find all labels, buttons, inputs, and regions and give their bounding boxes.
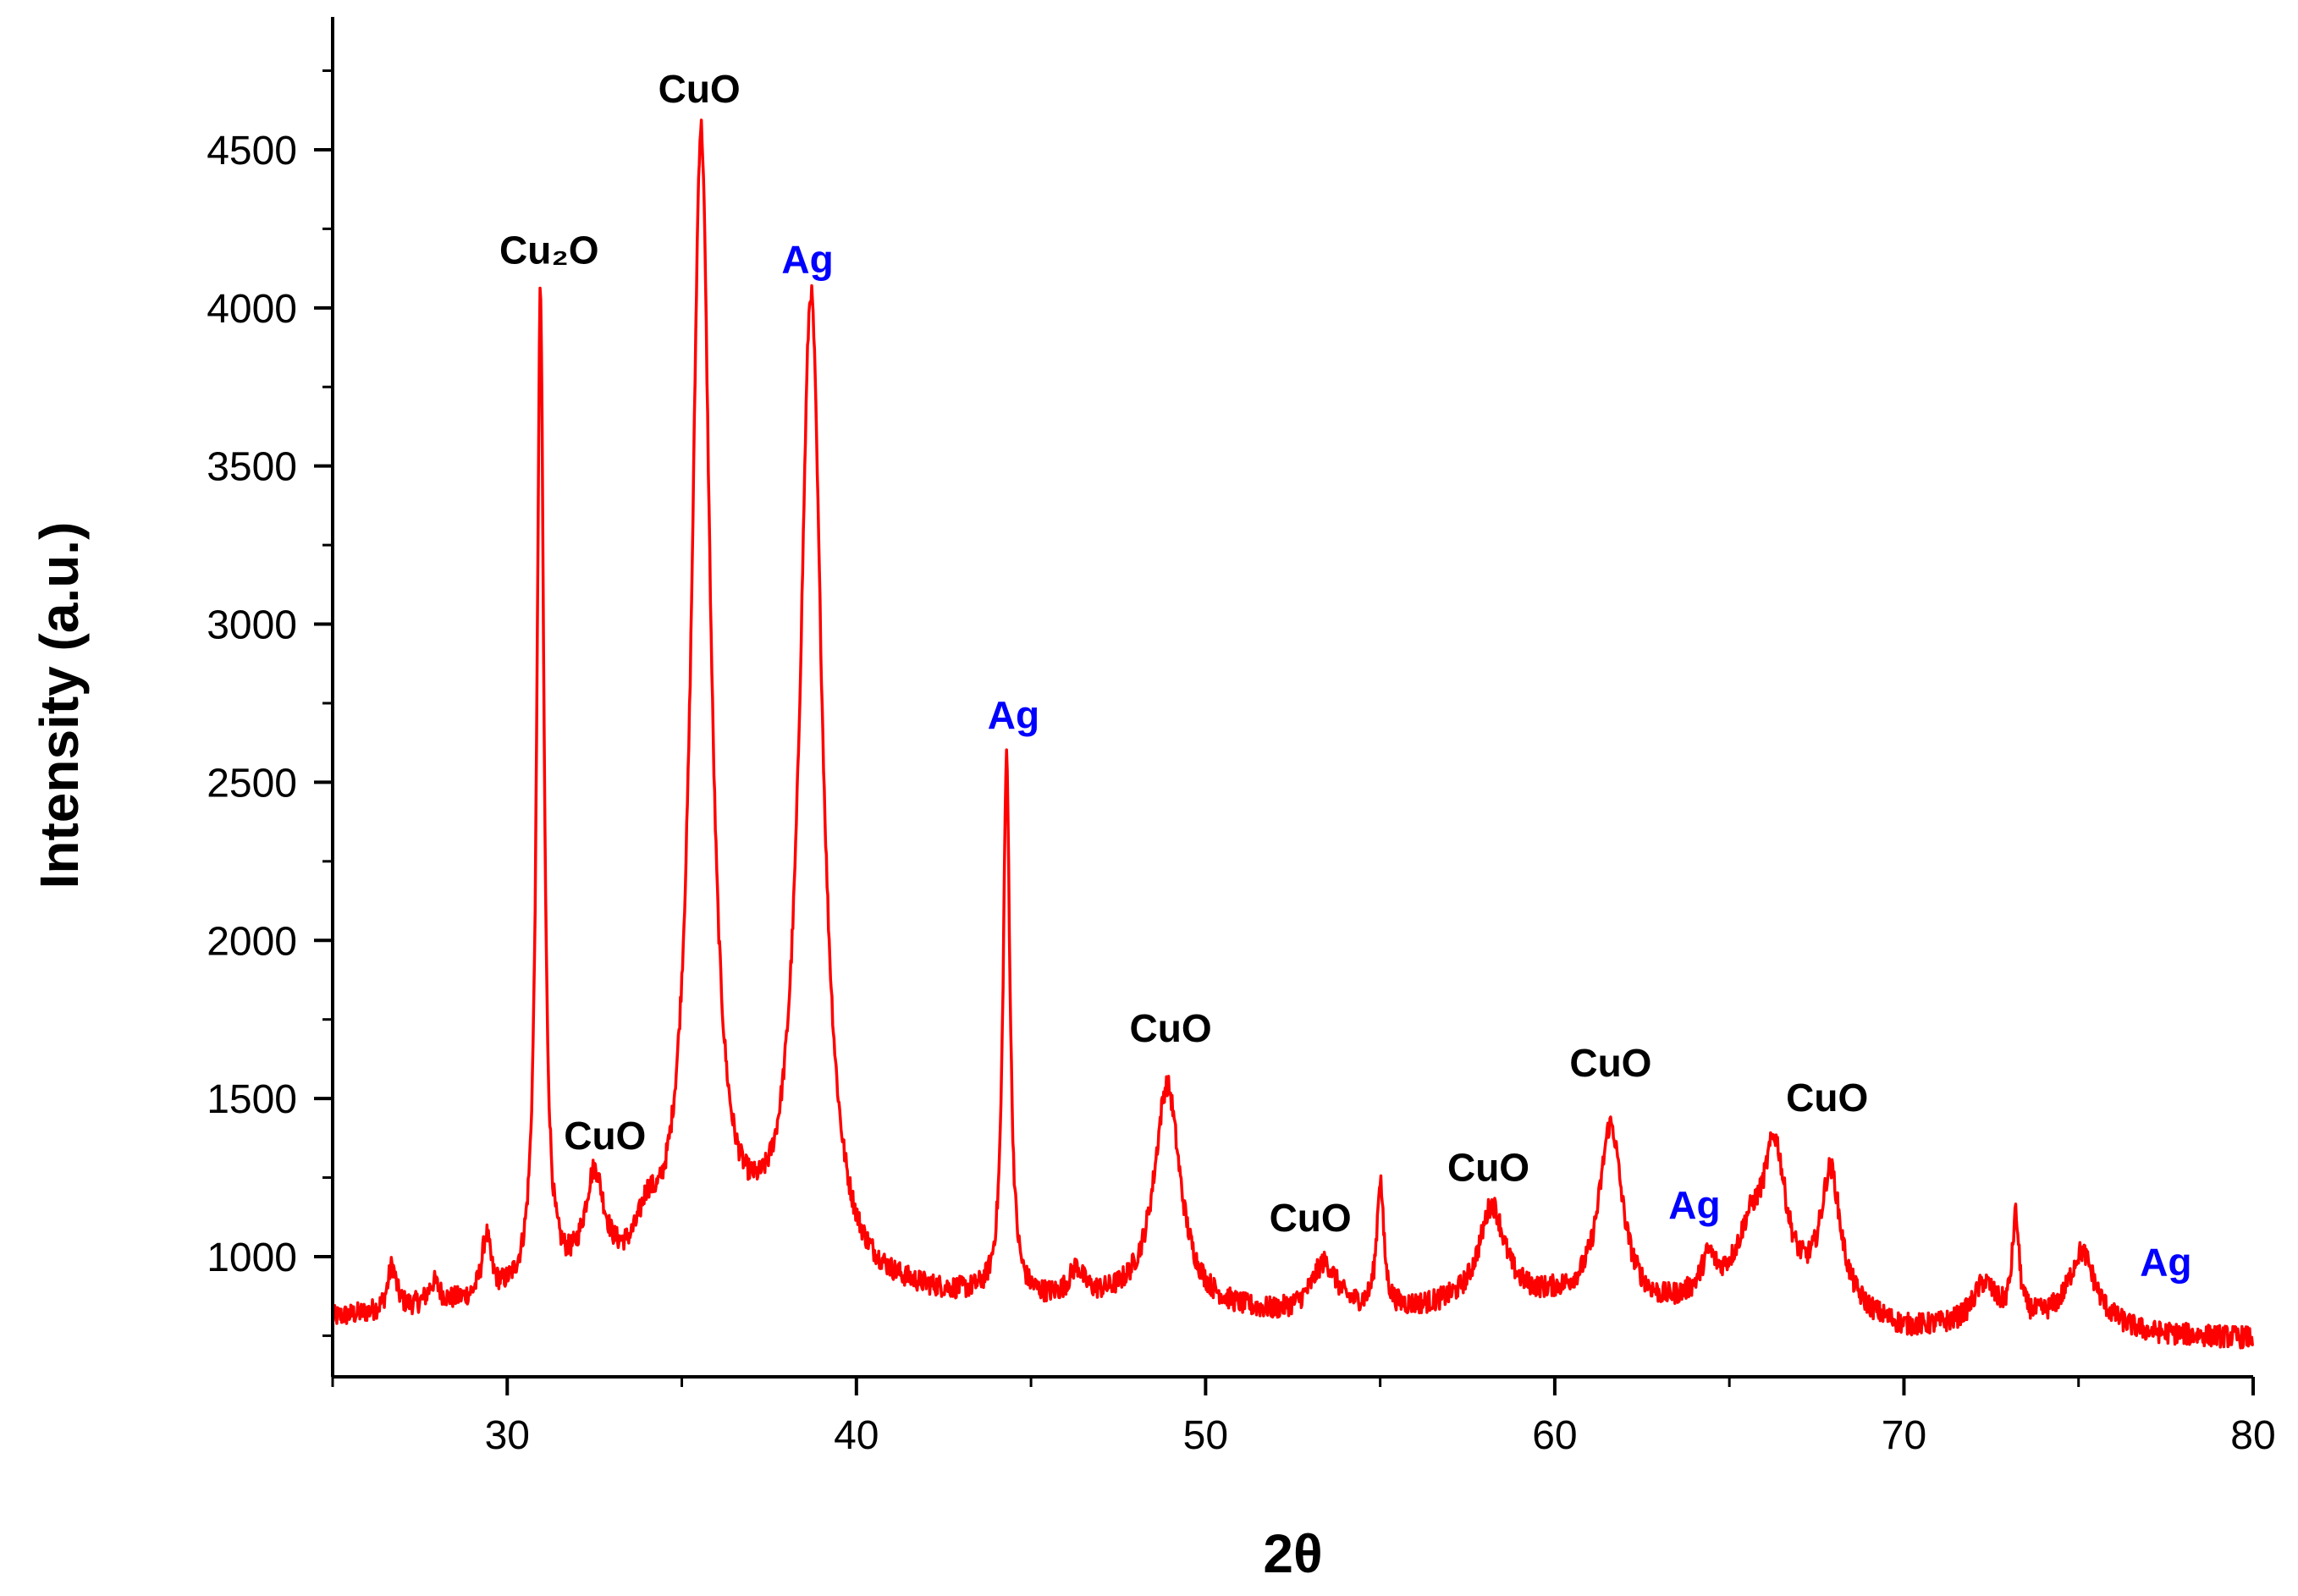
plot-area: Cu₂O CuO Ag CuO Ag CuO CuO CuO CuO Ag CuO Ag bbox=[331, 67, 2255, 1350]
y-axis-title: Intensity (a.u.) bbox=[29, 522, 90, 889]
axes: 30 40 50 60 70 80 1000 1500 2000 2500 3000 3500 400… bbox=[207, 17, 2276, 1458]
x-axis-title: 2θ bbox=[1263, 1523, 1322, 1584]
cuo-peak-label: CuO bbox=[1130, 1006, 1212, 1050]
x-tick-label: 70 bbox=[1882, 1413, 1926, 1458]
cuo-peak-label: CuO bbox=[659, 67, 741, 111]
x-tick-label: 30 bbox=[485, 1413, 530, 1458]
y-tick-label: 4500 bbox=[207, 129, 297, 173]
ag-peak-label: Ag bbox=[2140, 1240, 2191, 1284]
y-tick-label: 3000 bbox=[207, 603, 297, 648]
x-tick-label: 50 bbox=[1183, 1413, 1228, 1458]
series-layer bbox=[331, 118, 2255, 1350]
ag-peak-label: Ag bbox=[988, 693, 1039, 737]
x-tick-label: 80 bbox=[2230, 1413, 2275, 1458]
xrd-series-line bbox=[331, 118, 2255, 1350]
cuo-peak-label: Cu₂O bbox=[499, 228, 599, 272]
y-tick-label: 1500 bbox=[207, 1077, 297, 1122]
cuo-peak-label: CuO bbox=[1569, 1041, 1651, 1085]
cuo-peak-label: CuO bbox=[1786, 1076, 1868, 1120]
y-tick-label: 2000 bbox=[207, 919, 297, 964]
ag-peak-label: Ag bbox=[1668, 1183, 1720, 1227]
y-tick-label: 3500 bbox=[207, 445, 297, 490]
cuo-peak-label: CuO bbox=[564, 1114, 646, 1158]
y-tick-label: 4000 bbox=[207, 287, 297, 332]
cuo-peak-label: CuO bbox=[1447, 1145, 1529, 1189]
x-tick-label: 60 bbox=[1532, 1413, 1577, 1458]
ag-peak-label: Ag bbox=[781, 238, 833, 282]
cuo-peak-label: CuO bbox=[1270, 1196, 1352, 1240]
y-tick-label: 2500 bbox=[207, 761, 297, 806]
x-tick-label: 40 bbox=[834, 1413, 879, 1458]
x-axis-ticks: 30 40 50 60 70 80 bbox=[331, 1377, 2276, 1458]
y-axis-ticks: 1000 1500 2000 2500 3000 3500 4000 4500 bbox=[207, 69, 333, 1337]
y-tick-label: 1000 bbox=[207, 1236, 297, 1280]
peak-annotations: Cu₂O CuO Ag CuO Ag CuO CuO CuO CuO Ag CuO Ag bbox=[499, 67, 2192, 1285]
